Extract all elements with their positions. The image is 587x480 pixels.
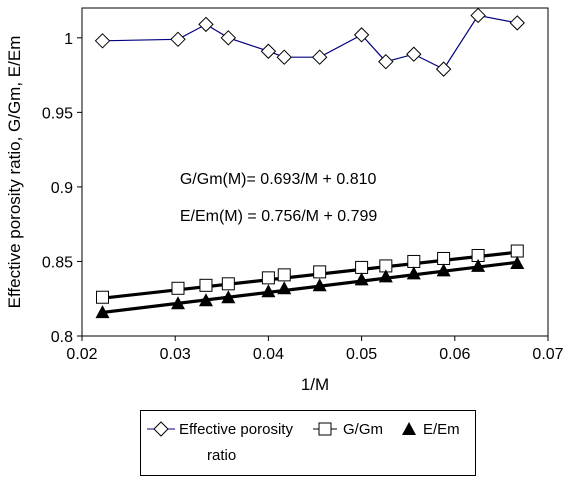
legend-label-ggm: G/Gm — [343, 421, 383, 438]
data-point-triangle — [261, 284, 276, 298]
legend-label-effective-porosity-line2: ratio — [207, 447, 236, 464]
data-point-triangle — [378, 269, 393, 283]
data-point-triangle — [198, 293, 213, 307]
fit-lines — [102, 250, 518, 315]
axis-ticks: 0.02 0.03 0.04 0.05 0.06 0.07 0.8 0.85 0.9 0.95 1 — [42, 31, 564, 363]
data-point-triangle — [221, 290, 236, 304]
data-point-triangle — [510, 255, 525, 269]
x-tick-label: 0.02 — [66, 346, 97, 363]
plot-area — [81, 7, 549, 337]
legend-graphics: Effective porosity ratio G/Gm E/Em — [147, 421, 460, 464]
legend-label-eem: E/Em — [423, 421, 460, 438]
y-tick-label: 0.95 — [42, 105, 73, 122]
data-point-diamond — [170, 31, 186, 48]
data-point-triangle — [354, 272, 369, 286]
y-tick-label: 0.9 — [51, 180, 73, 197]
data-point-triangle — [471, 258, 486, 272]
y-tick-label: 1 — [64, 31, 73, 48]
data-point-diamond — [260, 43, 277, 59]
data-point-square — [261, 271, 275, 285]
data-point-square — [171, 281, 185, 295]
data-point-square — [355, 260, 369, 274]
data-point-triangle — [436, 263, 451, 277]
data-point-diamond — [470, 7, 486, 24]
y-tick-label: 0.85 — [42, 254, 73, 271]
data-point-triangle — [277, 281, 292, 295]
x-tick-label: 0.05 — [346, 346, 377, 363]
data-point-square — [437, 251, 451, 265]
data-point-triangle — [170, 296, 185, 310]
data-point-square — [96, 290, 110, 304]
data-point-square — [221, 277, 235, 291]
legend-square-icon — [318, 422, 332, 436]
data-point-square — [510, 244, 524, 258]
legend-diamond-icon — [153, 421, 169, 437]
data-point-diamond — [276, 49, 292, 65]
data-point-diamond — [353, 27, 370, 43]
series-marks — [94, 7, 525, 319]
data-point-diamond — [435, 61, 452, 77]
x-tick-label: 0.07 — [532, 346, 563, 363]
data-point-diamond — [406, 46, 422, 62]
annotation-efit-equation: E/Em(M) = 0.756/M + 0.799 — [180, 208, 378, 225]
data-point-diamond — [220, 30, 237, 46]
data-point-triangle — [95, 305, 110, 319]
x-tick-label: 0.03 — [160, 346, 191, 363]
data-point-triangle — [406, 266, 421, 280]
data-point-diamond — [509, 15, 525, 31]
data-point-diamond — [94, 33, 111, 49]
x-tick-label: 0.04 — [253, 346, 284, 363]
data-point-square — [277, 268, 291, 282]
legend-label-effective-porosity: Effective porosity — [179, 421, 293, 438]
data-point-square — [407, 254, 421, 268]
data-point-diamond — [378, 53, 394, 70]
series-line-0 — [102, 14, 518, 70]
annotation-gfit-equation: G/Gm(M)= 0.693/M + 0.810 — [180, 171, 377, 188]
fit-line-2 — [102, 260, 518, 315]
data-point-diamond — [198, 16, 214, 33]
x-axis-label: 1/M — [301, 375, 329, 394]
data-point-diamond — [311, 49, 328, 65]
plot-frame — [81, 7, 549, 337]
data-point-square — [199, 278, 213, 292]
legend-triangle-icon — [402, 422, 416, 435]
y-tick-label: 0.8 — [51, 329, 73, 346]
legend: Effective porosity ratio G/Gm E/Em — [140, 410, 476, 476]
x-tick-label: 0.06 — [439, 346, 470, 363]
data-point-square — [313, 265, 327, 279]
data-point-triangle — [312, 278, 327, 292]
fit-line-1 — [102, 250, 518, 300]
chart: 0.02 0.03 0.04 0.05 0.06 0.070.80.850.90.951 … — [5, 7, 564, 394]
y-axis-label: Effective porosity ratio, G/Gm, E/Em — [5, 36, 24, 309]
